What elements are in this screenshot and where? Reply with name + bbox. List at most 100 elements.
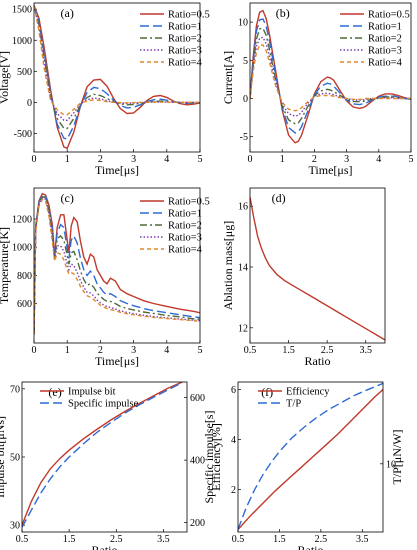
x-tick-label: 4 (164, 154, 169, 165)
series-line-0 (250, 196, 385, 341)
legend-label: Ratio=4 (168, 58, 203, 69)
legend-label: Ratio=2 (168, 34, 202, 45)
y-axis-label: Current[A] (221, 51, 235, 104)
x-axis-label: Ratio (92, 543, 118, 550)
x-tick-label: 2.5 (321, 345, 334, 356)
y-axis-label: Impulse bit[μNs] (0, 416, 7, 498)
legend-label: Ratio=0.5 (168, 197, 210, 208)
y-tick-label: 14 (238, 263, 248, 274)
legend-label: Ratio=0.5 (368, 10, 410, 21)
x-tick-label: 0.5 (16, 534, 29, 545)
series-line-0 (34, 5, 200, 150)
plot-frame (21, 381, 188, 533)
y-tick-label: 30 (10, 521, 20, 532)
x-tick-label: 2 (312, 154, 317, 165)
x-axis-label: Time[μs] (95, 354, 139, 368)
x-tick-label: 5 (198, 154, 203, 165)
y-tick-label: 12 (238, 323, 248, 334)
x-tick-label: 2.5 (110, 534, 123, 545)
x-tick-label: 0.5 (244, 345, 257, 356)
series-line-4 (34, 198, 200, 335)
x-tick-label: 2.5 (315, 534, 328, 545)
y-tick-label: 500 (17, 67, 32, 78)
x-tick-label: 2 (98, 345, 103, 356)
x-tick-label: 0 (248, 154, 253, 165)
series-line-1 (238, 382, 383, 530)
y-tick-label: 1000 (12, 243, 32, 254)
x-tick-label: 3 (131, 154, 136, 165)
legend-label: Ratio=3 (168, 46, 202, 57)
plot-frame (33, 187, 201, 344)
series-line-4 (250, 44, 411, 112)
x-tick-label: 3.5 (356, 534, 369, 545)
chart-panel: 0.5 1.5 2.5 3.5 30 50 70 200 400 600 (e) Ratio Impul… (0, 381, 216, 550)
x-tick-label: 1 (65, 345, 70, 356)
panel-label: (f) (261, 385, 273, 399)
x-tick-label: 1.5 (282, 345, 295, 356)
y-tick-label: 0 (243, 94, 248, 105)
y-right-tick-label: 400 (190, 456, 205, 467)
y-tick-label: 2 (231, 485, 236, 496)
x-tick-label: 1.5 (273, 534, 286, 545)
plot-frame (237, 381, 384, 533)
y-axis-label: Efficiency[%] (209, 423, 223, 491)
x-tick-label: 1.5 (63, 534, 76, 545)
x-tick-label: 0 (32, 345, 37, 356)
y-tick-label: 4 (231, 435, 236, 446)
series-line-0 (238, 388, 383, 530)
chart-panel: 0.5 1.5 2.5 3.5 2 4 6 10 (f) Ratio Efficiency[%] T/… (209, 381, 404, 550)
y-tick-label: 16 (238, 202, 248, 213)
y-right-axis-label: T/P[μN/W] (390, 429, 404, 484)
y-tick-label: 6 (231, 385, 236, 396)
x-tick-label: 1 (280, 154, 285, 165)
y-tick-label: 10 (238, 18, 248, 29)
y-right-tick-label: 600 (190, 393, 205, 404)
x-tick-label: 3 (344, 154, 349, 165)
x-tick-label: 3.5 (157, 534, 170, 545)
legend-label: Ratio=3 (168, 233, 202, 244)
y-right-tick-label: 10 (386, 459, 396, 470)
y-tick-label: 1500 (12, 5, 32, 16)
x-axis-label: Time[μs] (95, 163, 139, 177)
legend-label: Ratio=3 (368, 46, 402, 57)
y-tick-label: 0 (27, 98, 32, 109)
y-right-axis-label: Specific impulse[s] (202, 411, 216, 504)
series-line-1 (250, 18, 411, 134)
x-tick-label: 4 (164, 345, 169, 356)
series-line-1 (22, 382, 183, 528)
y-axis-label: Ablation mass[μg] (221, 221, 235, 310)
legend-label: Ratio=2 (368, 34, 402, 45)
legend-label: Ratio=2 (168, 221, 202, 232)
legend-label: Ratio=1 (168, 22, 202, 33)
x-tick-label: 5 (409, 154, 414, 165)
x-axis-label: Ratio (305, 354, 331, 368)
plot-frame (249, 187, 386, 344)
legend-label: Ratio=1 (168, 209, 202, 220)
series-line-4 (34, 5, 200, 116)
y-tick-label: 600 (17, 299, 32, 310)
y-tick-label: 70 (10, 384, 20, 395)
panel-label: (d) (272, 191, 286, 205)
x-tick-label: 0 (32, 154, 37, 165)
plot-frame (249, 2, 412, 153)
y-right-tick-label: 200 (190, 518, 205, 529)
y-tick-label: -500 (14, 129, 32, 140)
panel-label: (c) (61, 191, 74, 205)
series-line-0 (250, 9, 411, 144)
series-line-2 (34, 195, 200, 335)
y-axis-label: Voltage[V] (0, 51, 11, 104)
y-tick-label: 800 (17, 271, 32, 282)
y-tick-label: 1000 (12, 36, 32, 47)
x-tick-label: 3.5 (359, 345, 372, 356)
panel-label: (b) (276, 6, 290, 20)
chart-panel: 0 1 2 3 4 5 600 800 1000 1200 (c) Time[μs] Temperatu… (0, 187, 210, 368)
legend-label: Efficiency (286, 387, 330, 398)
y-tick-label: 5 (243, 56, 248, 67)
plot-frame (33, 2, 201, 153)
y-tick-label: 1200 (12, 215, 32, 226)
legend-label: T/P (286, 399, 301, 410)
